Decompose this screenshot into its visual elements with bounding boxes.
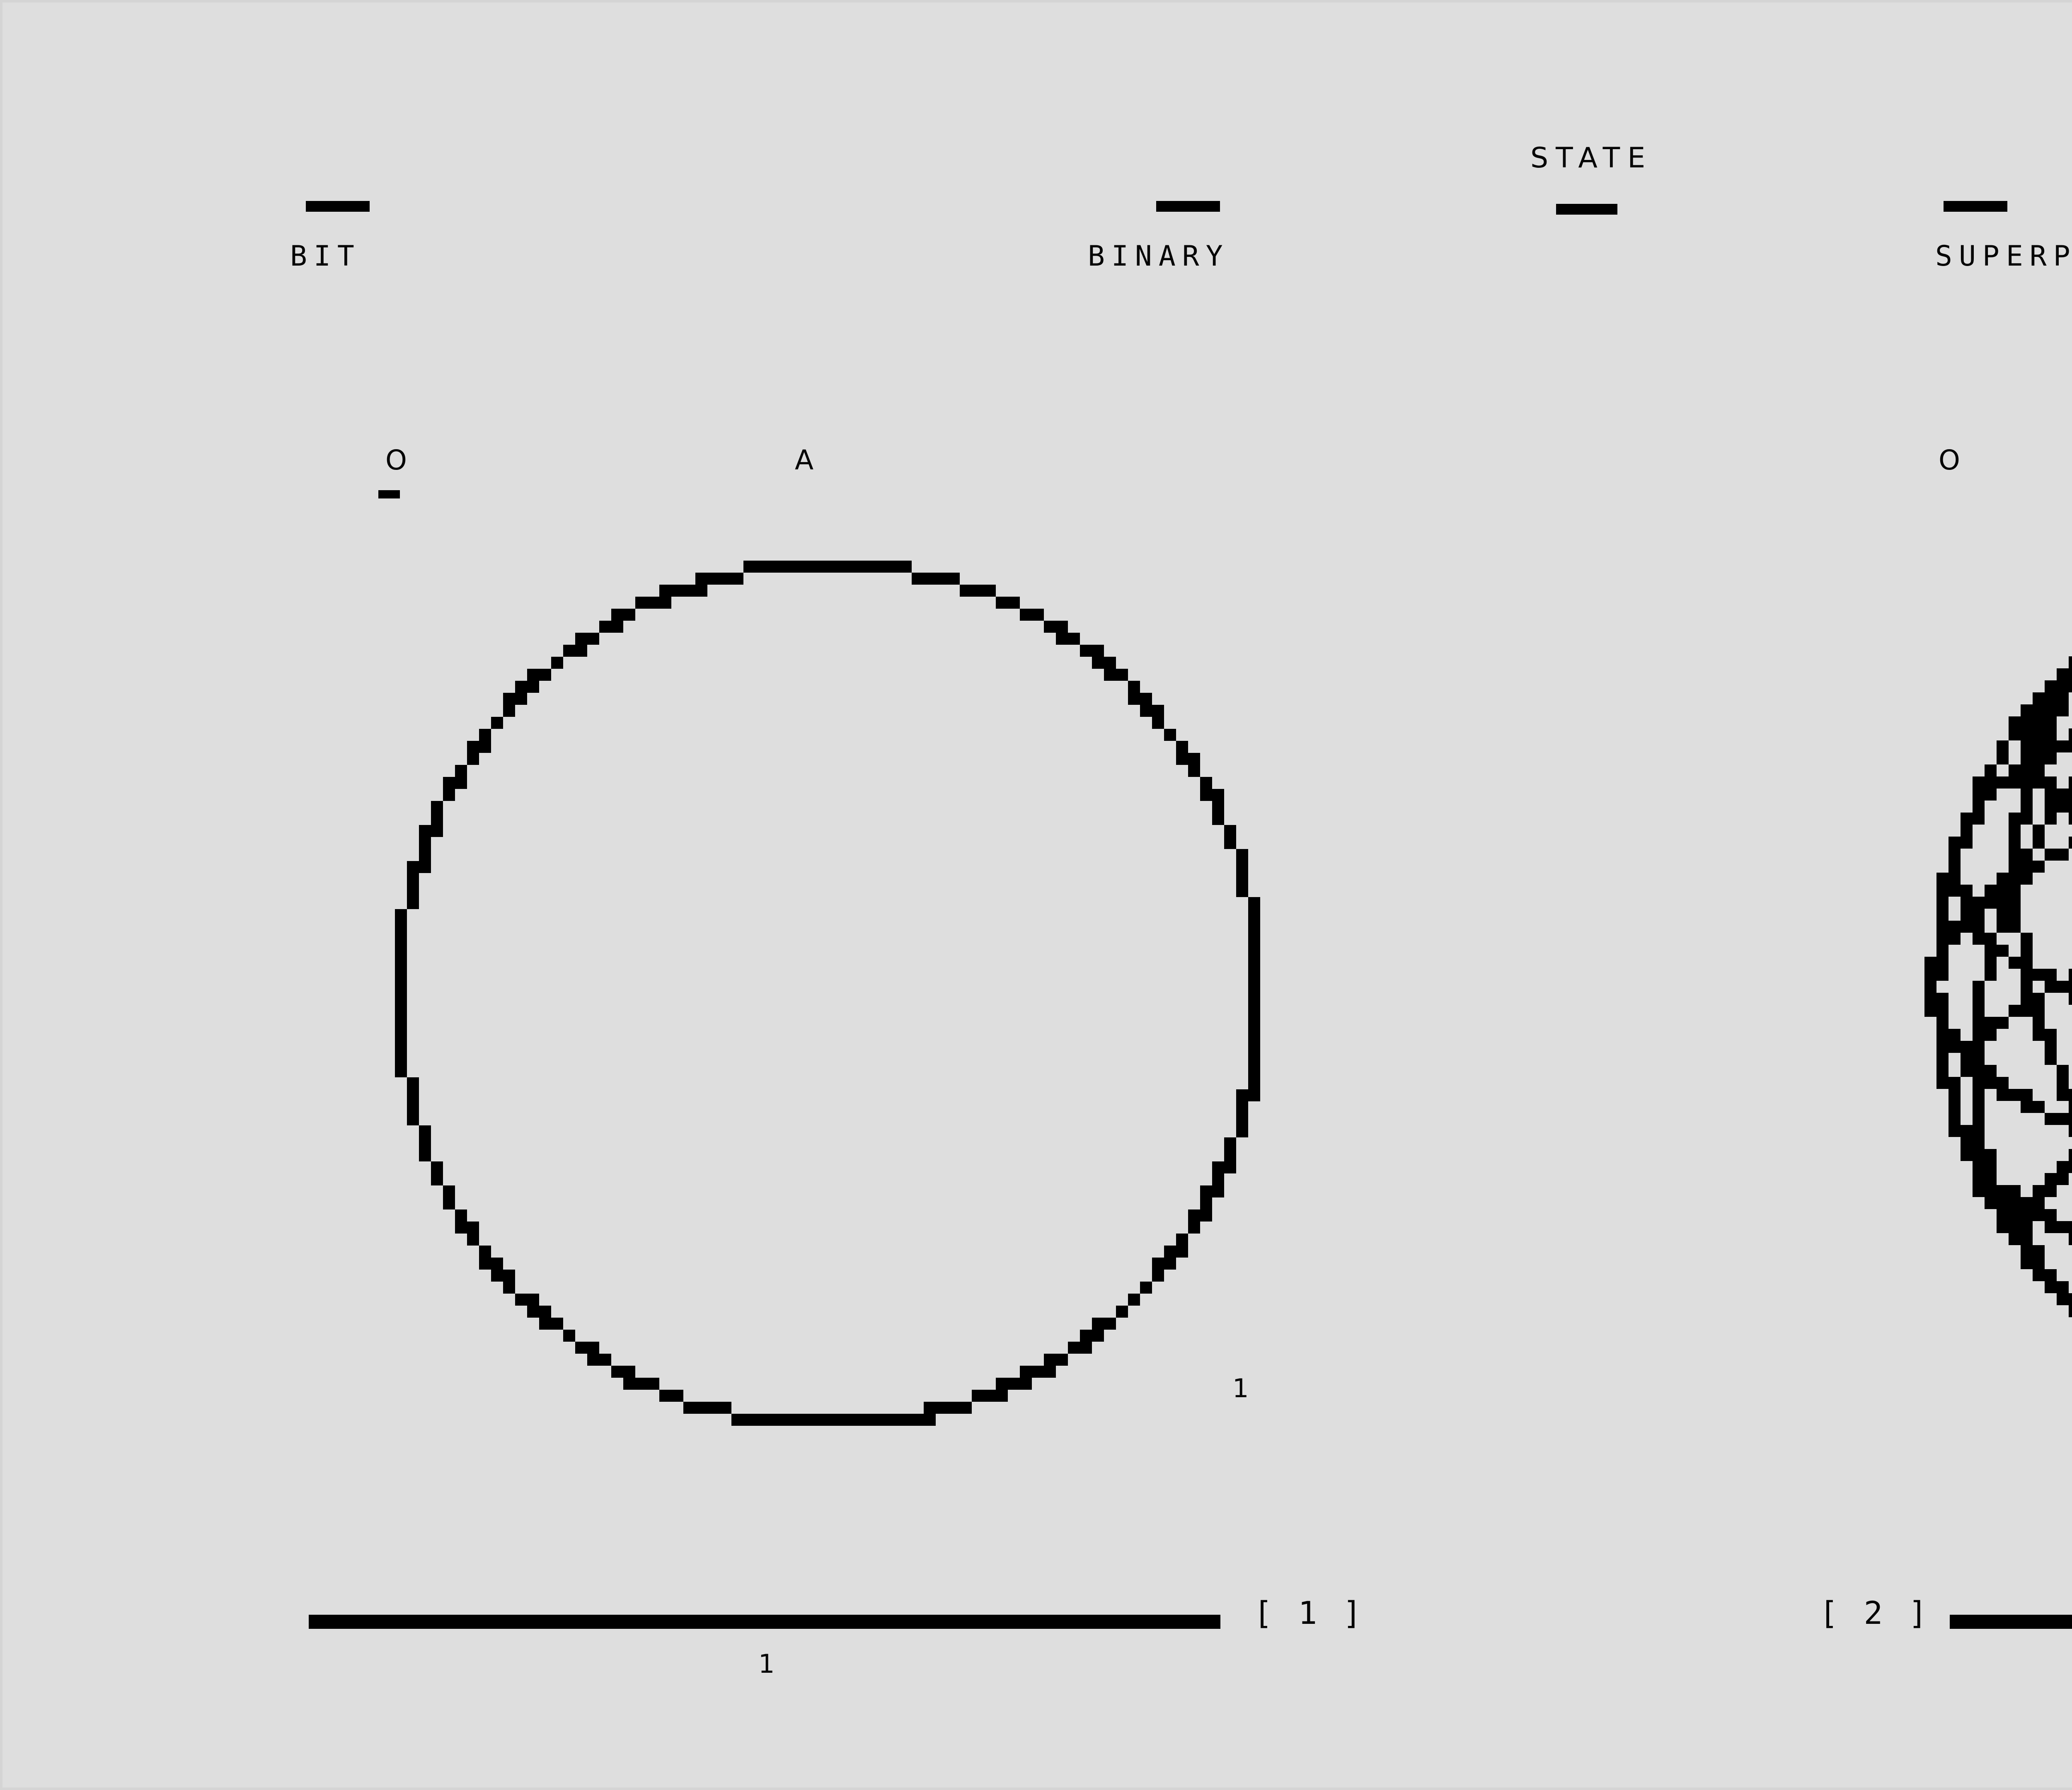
header-tick-superposition <box>1944 201 2007 212</box>
page-title: STATE <box>1530 142 1653 174</box>
right-footer-bar[interactable] <box>1950 1615 2072 1629</box>
left-footer-index[interactable]: [ 1 ] <box>1254 1594 1365 1631</box>
header-tick-bit <box>306 201 370 212</box>
left-amplitude-label: A <box>795 444 814 476</box>
header-label-binary[interactable]: BINARY <box>1088 240 1230 273</box>
header-label-bit[interactable]: BIT <box>290 240 361 273</box>
qubit-bloch-sphere <box>1924 656 2072 1317</box>
header-tick-binary <box>1156 201 1220 212</box>
left-edge-value: 1 <box>1232 1373 1249 1403</box>
left-origin-label: O <box>385 444 407 476</box>
bit-state-ring <box>395 561 1260 1426</box>
left-footer-bar[interactable] <box>309 1615 1220 1629</box>
left-footer-value: 1 <box>758 1649 775 1679</box>
header-tick-state <box>1556 204 1617 215</box>
right-footer-index[interactable]: [ 2 ] <box>1819 1594 1931 1631</box>
right-origin-label: O <box>1939 444 1960 476</box>
header-label-superposition[interactable]: SUPERPOSITION <box>1935 240 2072 273</box>
left-origin-underline <box>378 490 400 498</box>
